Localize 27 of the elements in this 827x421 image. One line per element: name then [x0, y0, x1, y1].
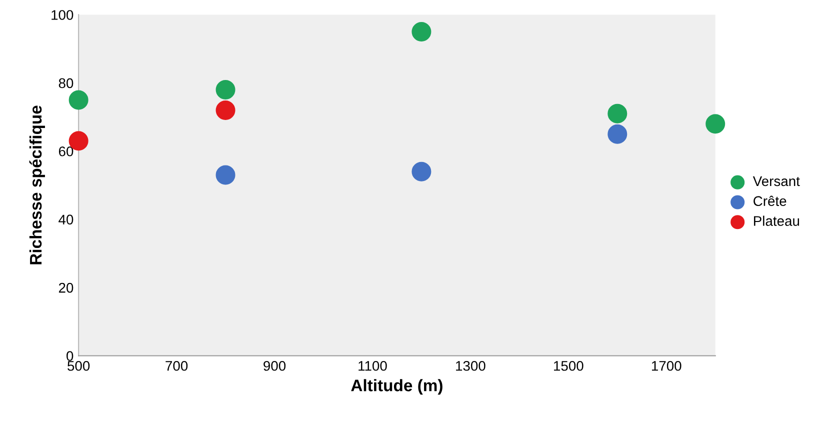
point	[706, 114, 726, 134]
point	[216, 80, 236, 100]
x-tick-label: 900	[264, 360, 286, 371]
x-tick-label: 1300	[456, 360, 486, 371]
legend-label: Plateau	[754, 216, 800, 226]
legend-label: Versant	[752, 176, 800, 186]
x-tick-label: 1100	[358, 360, 387, 371]
x-tick-label: 1500	[554, 360, 584, 371]
x-tick-label: 500	[68, 360, 90, 371]
x-axis-title: Altitude (m)	[351, 379, 442, 395]
point	[608, 124, 628, 144]
x-tick-label: 1700	[652, 360, 682, 371]
point	[216, 100, 236, 120]
y-tick-label: 80	[58, 78, 74, 88]
legend-label: Crête	[754, 196, 786, 206]
point	[68, 90, 88, 110]
y-tick-label: 20	[58, 282, 74, 293]
point	[608, 104, 628, 124]
y-axis-title: Richesse spécifique	[29, 106, 45, 264]
y-tick-label: 100	[52, 10, 74, 20]
y-tick-label: 0	[66, 351, 74, 361]
point	[412, 162, 432, 182]
y-tick-label: 60	[58, 146, 74, 156]
point	[216, 165, 236, 185]
point	[412, 22, 432, 42]
y-tick-label: 40	[58, 214, 74, 225]
x-tick-label: 700	[166, 360, 188, 371]
